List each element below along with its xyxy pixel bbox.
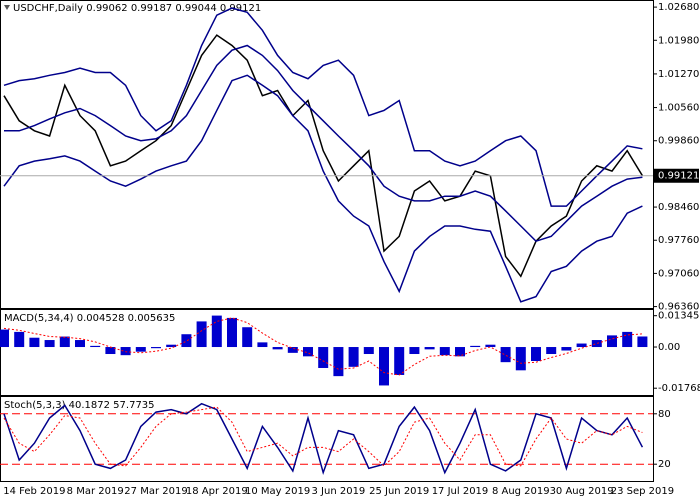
histogram-bar xyxy=(120,347,131,356)
y-tick-label: 1.00560 xyxy=(658,103,699,114)
histogram-bar xyxy=(242,327,253,348)
histogram-bar xyxy=(409,347,420,355)
series-line xyxy=(3,406,643,467)
y-tick-label: 0.98460 xyxy=(658,202,699,213)
histogram-bar xyxy=(59,336,70,348)
histogram-bar xyxy=(257,342,268,348)
histogram-bar xyxy=(333,347,344,377)
x-tick-label: 18 Apr 2019 xyxy=(186,486,248,497)
last-price-box xyxy=(654,168,699,183)
x-tick-label: 3 Jun 2019 xyxy=(312,486,366,497)
x-tick-label: 10 May 2019 xyxy=(245,486,310,497)
histogram-bar xyxy=(637,336,648,348)
y-tick-label: 0.00 xyxy=(658,342,680,353)
panel-frames xyxy=(0,0,654,482)
stoch-panel-frame xyxy=(0,396,654,482)
histogram-bar xyxy=(44,340,55,348)
x-tick-label: 30 Aug 2019 xyxy=(550,486,614,497)
y-tick-label: 0.96360 xyxy=(658,302,699,313)
histogram-bar xyxy=(303,347,313,357)
histogram-bar xyxy=(29,337,40,348)
y-tick-label: 20 xyxy=(658,459,671,470)
histogram-bar xyxy=(561,347,572,351)
histogram-bar xyxy=(90,345,101,348)
histogram-bar xyxy=(591,340,602,348)
series-line xyxy=(3,317,643,376)
y-tick-label: 0.97060 xyxy=(658,268,699,279)
histogram-bar xyxy=(379,347,389,386)
x-tick-label: 14 Feb 2019 xyxy=(3,486,65,497)
histogram-bar xyxy=(0,329,9,348)
histogram-bar xyxy=(485,344,496,348)
histogram-bar xyxy=(394,347,405,375)
histogram-bar xyxy=(607,335,617,348)
histogram-bar xyxy=(348,347,359,367)
series-line xyxy=(3,74,643,303)
histogram-bar xyxy=(500,347,511,363)
macd-title: MACD(5,34,4) 0.004528 0.005635 xyxy=(4,313,175,324)
histogram-bar xyxy=(75,340,85,348)
x-tick-label: 23 Sep 2019 xyxy=(611,486,674,497)
y-tick-label: 0.013456 xyxy=(658,311,700,322)
x-tick-label: 8 Mar 2019 xyxy=(67,486,124,497)
series-line xyxy=(4,44,643,243)
histogram-bar xyxy=(211,315,222,348)
histogram-bar xyxy=(105,347,116,355)
histogram-bar xyxy=(622,331,633,348)
x-tick-label: 25 Jun 2019 xyxy=(369,486,429,497)
x-tick-label: 27 Mar 2019 xyxy=(124,486,187,497)
histogram-bar xyxy=(196,321,207,348)
histogram-bar xyxy=(181,334,192,348)
histogram-bar xyxy=(287,347,298,353)
histogram-bar xyxy=(531,347,541,361)
y-tick-label: -0.017684 xyxy=(658,383,700,394)
x-tick-label: 8 Aug 2019 xyxy=(492,486,550,497)
histogram-bar xyxy=(424,347,435,350)
histogram-bar xyxy=(439,347,450,356)
y-tick-label: 1.01270 xyxy=(658,69,699,80)
x-tick-label: 17 Jul 2019 xyxy=(432,486,489,497)
main-panel-frame xyxy=(0,0,654,309)
y-tick-label: 0.97760 xyxy=(658,235,699,246)
y-tick-label: 1.02680 xyxy=(658,2,699,13)
series-line xyxy=(3,7,643,207)
stoch-title: Stoch(5,3,3) 40.1872 57.7735 xyxy=(4,400,155,411)
histogram-bar xyxy=(166,344,177,348)
histogram-bar xyxy=(151,347,161,349)
last-price-label: 0.99121 xyxy=(658,171,699,182)
y-tick-label: 0.99860 xyxy=(658,136,699,147)
macd-panel-frame xyxy=(0,309,654,396)
histogram-bar xyxy=(470,345,481,348)
histogram-bar xyxy=(135,347,146,352)
y-tick-label: 1.01980 xyxy=(658,35,699,46)
histogram-bar xyxy=(363,347,374,355)
histogram-bar xyxy=(576,343,587,348)
main-title: USDCHF,Daily 0.99062 0.99187 0.99044 0.9… xyxy=(13,3,261,14)
histogram-bar xyxy=(272,347,283,350)
histogram-bar xyxy=(227,317,237,348)
histogram-bar xyxy=(546,347,557,355)
histogram-bar xyxy=(455,347,465,357)
histogram-bar xyxy=(515,347,526,371)
series-line xyxy=(3,402,644,476)
y-tick-label: 80 xyxy=(658,409,671,420)
histogram-bar xyxy=(14,331,25,348)
symbol-icon xyxy=(4,5,10,10)
histogram-bar xyxy=(318,347,329,368)
